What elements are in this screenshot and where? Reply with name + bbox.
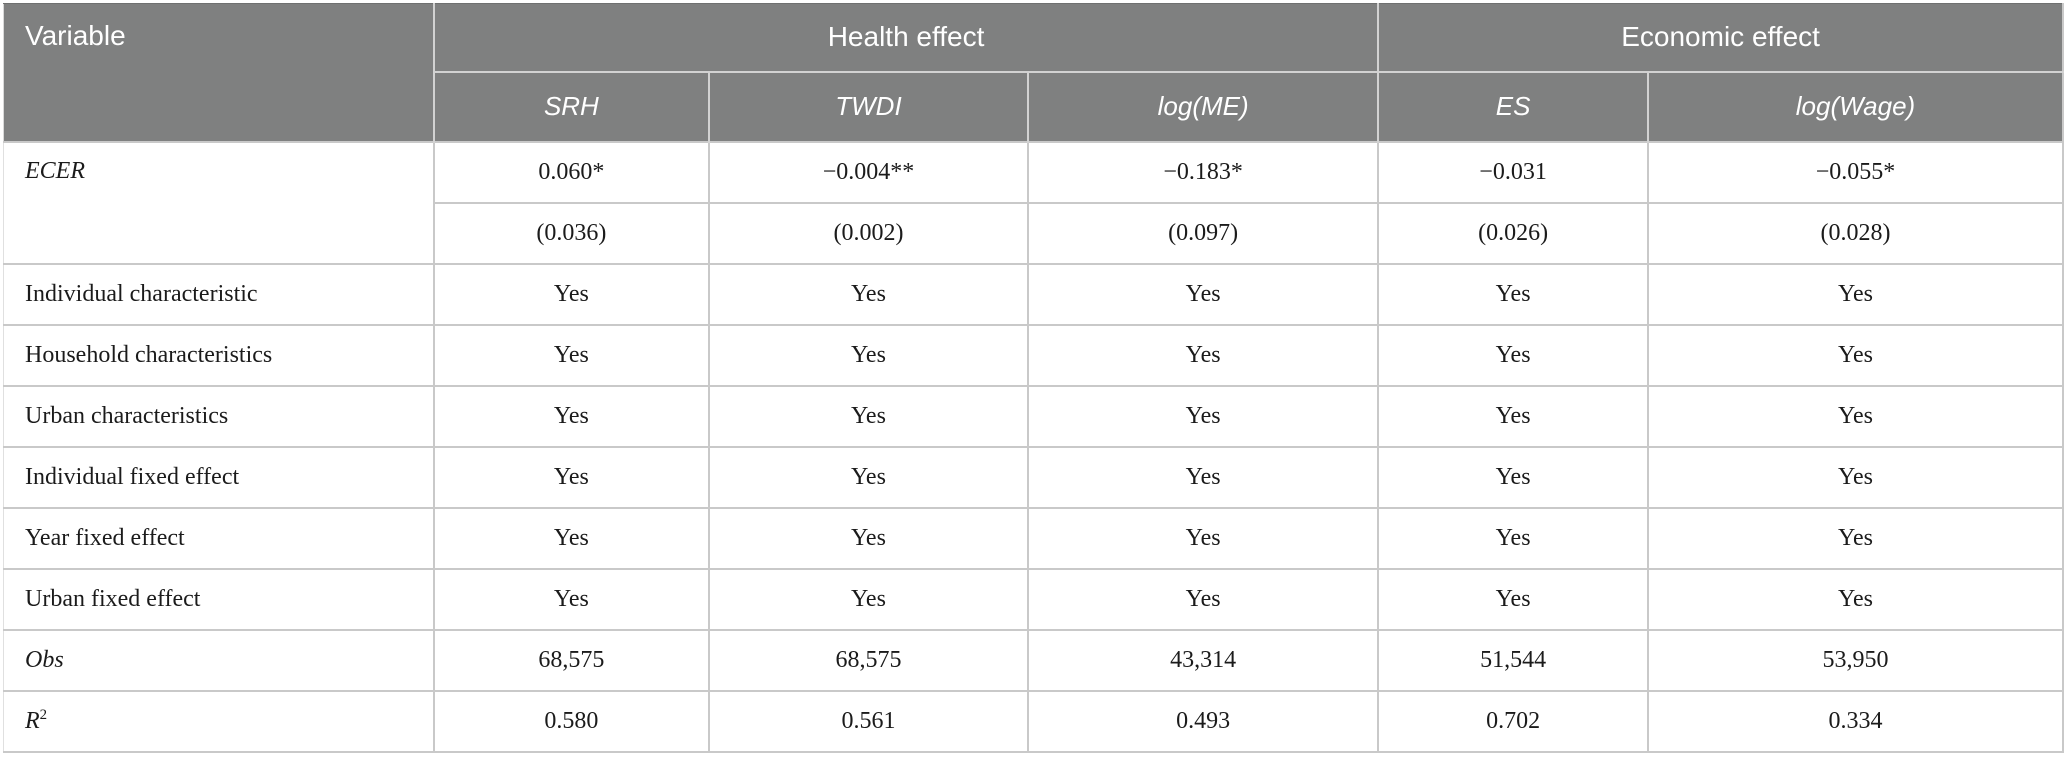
value-cell: Yes — [1028, 506, 1380, 570]
value-cell: Yes — [1028, 262, 1380, 326]
value-cell: Yes — [1028, 567, 1380, 631]
r-squared-base: R — [25, 707, 40, 734]
value-cell: 51,544 — [1378, 628, 1649, 692]
value-cell: Yes — [1028, 445, 1380, 509]
group-header-health: Health effect — [432, 3, 1379, 73]
row-label: Household characteristics — [2, 323, 435, 387]
value-cell: 0.580 — [433, 689, 710, 753]
table-row: Year fixed effect Yes Yes Yes Yes Yes — [2, 506, 2065, 570]
value-cell: 0.561 — [708, 689, 1030, 753]
table-row: Urban fixed effect Yes Yes Yes Yes Yes — [2, 567, 2065, 631]
value-cell: Yes — [1378, 323, 1649, 387]
value-cell: 0.702 — [1378, 689, 1649, 753]
value-cell: 68,575 — [433, 628, 710, 692]
value-cell: Yes — [1378, 567, 1649, 631]
value-cell: Yes — [1028, 384, 1380, 448]
table-row: Urban characteristics Yes Yes Yes Yes Ye… — [2, 384, 2065, 448]
value-cell: 43,314 — [1028, 628, 1380, 692]
value-cell: Yes — [708, 445, 1030, 509]
value-cell: Yes — [708, 262, 1030, 326]
table-header: Variable Health effect Economic effect S… — [3, 3, 2063, 142]
row-label-ecer: ECER — [2, 140, 435, 265]
value-cell: −0.183* — [1028, 140, 1380, 204]
row-label-r-squared: R2 — [2, 689, 435, 753]
value-cell: Yes — [1647, 384, 2065, 448]
value-cell: Yes — [433, 506, 710, 570]
table-row: Individual characteristic Yes Yes Yes Ye… — [2, 262, 2065, 326]
value-cell: 0.334 — [1647, 689, 2065, 753]
column-header-log-wage: log(Wage) — [1646, 71, 2063, 142]
value-cell: Yes — [433, 445, 710, 509]
r-squared-row: R2 0.580 0.561 0.493 0.702 0.334 — [2, 689, 2065, 753]
stderr-cell: (0.036) — [432, 201, 710, 265]
value-cell: 0.493 — [1028, 689, 1380, 753]
header-column-row: SRH TWDI log(ME) ES log(Wage) — [4, 71, 2063, 142]
value-cell: Yes — [433, 567, 710, 631]
value-cell: Yes — [1378, 384, 1649, 448]
value-cell: Yes — [708, 323, 1030, 387]
row-label: Year fixed effect — [2, 506, 435, 570]
value-cell: Yes — [1378, 445, 1649, 509]
value-cell: Yes — [708, 384, 1030, 448]
obs-row: Obs 68,575 68,575 43,314 51,544 53,950 — [2, 628, 2065, 692]
row-label: Urban characteristics — [2, 384, 435, 448]
value-cell: Yes — [433, 262, 710, 326]
value-cell: Yes — [433, 384, 710, 448]
table-row: Household characteristics Yes Yes Yes Ye… — [2, 323, 2065, 387]
header-group-row: Variable Health effect Economic effect — [3, 3, 2063, 142]
stderr-cell: (0.028) — [1647, 201, 2065, 265]
value-cell: Yes — [1647, 506, 2065, 570]
value-cell: Yes — [1647, 262, 2065, 326]
row-label: Individual characteristic — [2, 262, 435, 326]
value-cell: −0.004** — [708, 140, 1030, 204]
value-cell: Yes — [1647, 323, 2065, 387]
value-cell: −0.055* — [1647, 140, 2065, 204]
value-cell: Yes — [708, 506, 1030, 570]
variable-header-cell: Variable — [3, 3, 434, 142]
regression-table: Variable Health effect Economic effect S… — [2, 3, 2065, 753]
value-cell: Yes — [1647, 567, 2065, 631]
row-label: Urban fixed effect — [2, 567, 435, 631]
column-header-log-me: log(ME) — [1027, 71, 1379, 142]
coefficient-row: ECER 0.060* −0.004** −0.183* −0.031 −0.0… — [2, 140, 2065, 265]
column-header-es: ES — [1377, 71, 1648, 142]
value-cell: Yes — [708, 567, 1030, 631]
row-label-obs: Obs — [2, 628, 435, 692]
stderr-cell: (0.026) — [1378, 201, 1649, 265]
value-cell: Yes — [1378, 506, 1649, 570]
stderr-cell: (0.097) — [1028, 201, 1380, 265]
value-cell: Yes — [1378, 262, 1649, 326]
value-cell: 68,575 — [708, 628, 1030, 692]
r-squared-sup: 2 — [39, 706, 48, 723]
value-cell: Yes — [1647, 445, 2065, 509]
table-row: Individual fixed effect Yes Yes Yes Yes … — [2, 445, 2065, 509]
row-label: Individual fixed effect — [2, 445, 435, 509]
value-cell: Yes — [433, 323, 710, 387]
value-cell: −0.031 — [1378, 140, 1649, 204]
value-cell: 53,950 — [1647, 628, 2065, 692]
value-cell: 0.060* — [432, 140, 710, 204]
value-cell: Yes — [1028, 323, 1380, 387]
stderr-cell: (0.002) — [708, 201, 1030, 265]
column-header-srh: SRH — [432, 71, 709, 142]
std-error-row: (0.036) (0.002) (0.097) (0.026) (0.028) — [4, 201, 2065, 265]
column-header-twdi: TWDI — [707, 71, 1029, 142]
table-body: ECER 0.060* −0.004** −0.183* −0.031 −0.0… — [2, 140, 2065, 753]
group-header-economic: Economic effect — [1377, 3, 2063, 73]
